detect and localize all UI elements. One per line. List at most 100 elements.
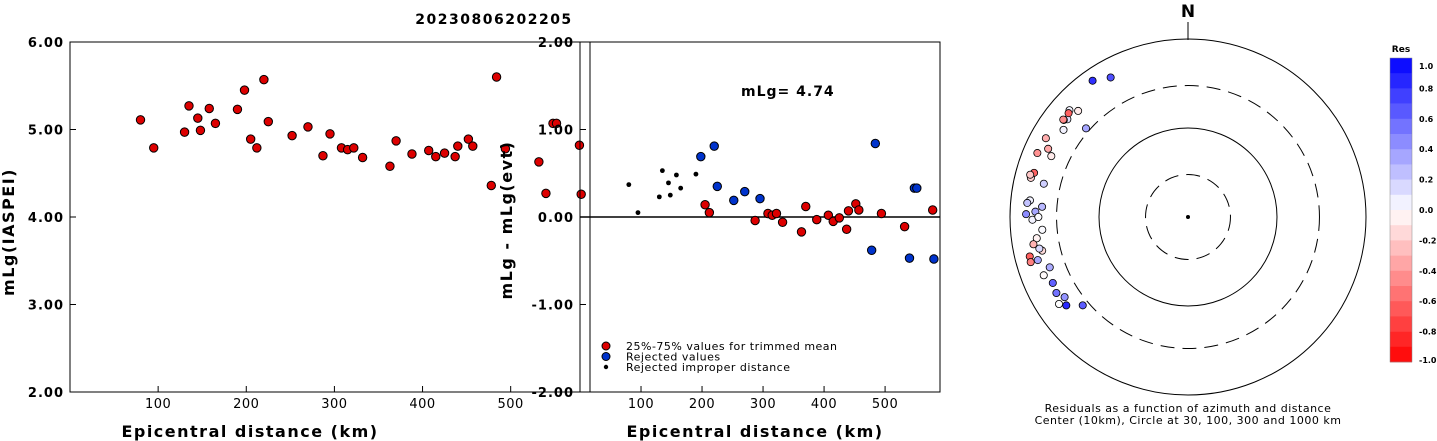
station-marker [1038,225,1047,234]
colorbar-title: Res [1392,45,1410,55]
colorbar-cell [1390,331,1412,348]
improper-distance-point [635,210,641,216]
data-point [453,141,463,151]
x-tick-label: 100 [145,397,171,412]
data-point [325,129,335,139]
caption-line-2: Center (10km), Circle at 30, 100, 300 an… [1035,414,1342,427]
data-point [232,104,243,115]
colorbar-cell [1390,134,1412,150]
data-point [574,140,585,150]
trimmed-mean-point [854,205,864,215]
legend-label: Rejected improper distance [626,361,791,374]
legend: 25%-75% values for trimmed meanRejected … [601,340,837,374]
y-tick-label: 0.00 [538,211,574,226]
legend-label: Rejected values [626,351,721,364]
data-point [349,143,359,153]
data-point [534,157,544,167]
colorbar-tick-label: -0.8 [1419,328,1437,337]
colorbar-cell [1390,316,1412,332]
data-point [303,122,313,132]
station-marker [1082,124,1091,133]
station-marker [1035,244,1044,253]
colorbar-cell [1390,346,1412,363]
station-marker [1088,76,1097,85]
x-tick-label: 200 [233,397,259,412]
data-point [450,151,460,162]
colorbar-cell [1390,164,1412,180]
improper-distance-point [667,192,673,198]
data-point [204,103,214,114]
trimmed-mean-point [700,200,710,210]
rejected-point [696,151,706,162]
data-point [500,144,511,154]
trimmed-mean-point [796,227,807,237]
data-point [287,130,297,141]
caption-line-1: Residuals as a function of azimuth and d… [1045,402,1332,415]
y-axis-ticks: -2.00 -1.00 0.00 1.00 2.00 [532,36,586,401]
colorbar-cells [1389,57,1413,363]
improper-distance-point [678,185,684,191]
x-tick-label: 500 [498,397,524,412]
magnitude-vs-distance-panel: 2.00 3.00 4.00 5.00 6.00 100 200 300 400 500 Epi… [0,36,591,441]
colorbar-cell [1390,194,1412,211]
data-point [463,134,474,144]
distance-ring [1145,174,1231,260]
y-tick-label: 3.00 [28,299,64,314]
distance-ring [1098,127,1278,307]
station-marker [1048,278,1057,287]
epicenter-marker [1186,215,1190,219]
rejected-point [912,183,922,193]
data-point [239,85,250,95]
x-tick-label: 300 [321,397,347,412]
colorbar-cell [1390,270,1412,287]
x-axis-title: Epicentral distance (km) [121,422,378,441]
station-marker [1029,240,1038,249]
station-marker [1064,109,1073,118]
colorbar-cell [1390,118,1412,135]
colorbar-cell [1390,210,1412,226]
data-point [184,101,194,111]
colorbar-cell [1390,301,1412,317]
x-axis-ticks: 100 200 300 400 500 [628,386,898,412]
trimmed-mean-point [771,208,782,219]
colorbar-cell [1390,240,1412,256]
y-axis-ticks: 2.00 3.00 4.00 5.00 6.00 [28,36,76,401]
y-tick-label: 6.00 [28,36,64,51]
x-tick-label: 100 [628,397,654,412]
station-marker [1062,301,1071,310]
station-marker [1034,212,1043,221]
station-marker [1047,152,1056,161]
trimmed-mean-point [843,206,854,216]
station-marker [1038,202,1047,211]
x-tick-label: 500 [872,397,898,412]
station-residual-markers [1022,73,1115,310]
data-point [391,136,401,146]
residual-vs-distance-panel: -2.00 -1.00 0.00 1.00 2.00 100 200 300 400 500 m… [497,36,941,441]
event-magnitude-annotation: mLg= 4.74 [741,84,835,100]
y-tick-label: 4.00 [28,211,64,226]
colorbar-tick-label: -0.6 [1419,297,1437,306]
colorbar-cell [1390,286,1412,302]
colorbar-tick-label: -1.0 [1419,356,1437,365]
colorbar-tick-label: 0.2 [1419,176,1433,185]
colorbar-cell [1390,88,1412,104]
data-point [431,151,441,162]
station-marker [1060,293,1069,302]
y-axis-title: mLg(IASPEI) [0,168,18,296]
station-marker [1059,125,1068,134]
improper-distance-point [693,171,699,177]
data-point [385,161,395,171]
station-marker [1033,149,1042,158]
data-point [259,74,269,85]
trimmed-mean-point [876,208,887,219]
station-marker [1078,301,1087,310]
y-tick-label: 2.00 [538,36,574,51]
x-tick-label: 300 [750,397,776,412]
data-point [263,116,274,127]
trimmed-mean-point [777,217,788,227]
data-point [135,115,146,125]
x-axis-ticks: 100 200 300 400 500 [145,386,524,412]
colorbar-cell [1390,103,1412,120]
colorbar-cell [1390,225,1412,241]
